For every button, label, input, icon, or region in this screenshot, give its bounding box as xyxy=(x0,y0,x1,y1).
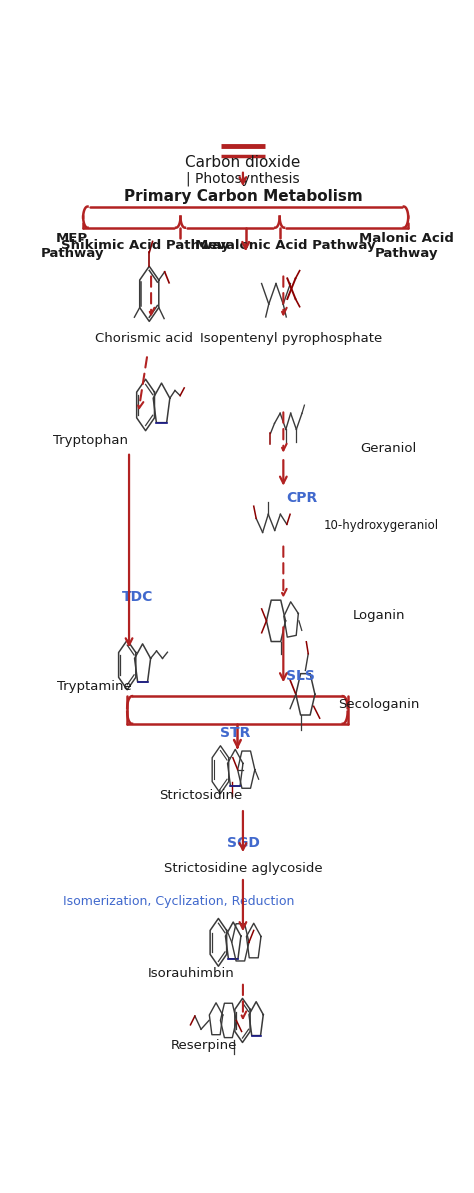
Text: SGD: SGD xyxy=(228,836,260,851)
Text: Carbon dioxide: Carbon dioxide xyxy=(185,155,301,171)
Text: Strictosidine aglycoside: Strictosidine aglycoside xyxy=(164,863,322,876)
Text: Malonic Acid
Pathway: Malonic Acid Pathway xyxy=(359,233,454,260)
Text: Chorismic acid: Chorismic acid xyxy=(95,333,193,345)
Text: Mevalonic Acid Pathway: Mevalonic Acid Pathway xyxy=(195,239,375,252)
Text: MEP
Pathway: MEP Pathway xyxy=(40,233,104,260)
Text: Geraniol: Geraniol xyxy=(360,441,417,455)
Text: Isopentenyl pyrophosphate: Isopentenyl pyrophosphate xyxy=(200,333,382,345)
Text: Shikimic Acid Pathway: Shikimic Acid Pathway xyxy=(62,239,230,252)
Text: Tryptamine: Tryptamine xyxy=(57,680,131,693)
Text: Tryptophan: Tryptophan xyxy=(53,434,128,447)
Text: CPR: CPR xyxy=(286,490,318,505)
Text: Reserpine: Reserpine xyxy=(171,1039,237,1052)
Text: | Photosynthesis: | Photosynthesis xyxy=(186,172,300,186)
Text: 10-hydroxygeraniol: 10-hydroxygeraniol xyxy=(324,519,439,532)
Text: Primary Carbon Metabolism: Primary Carbon Metabolism xyxy=(124,188,362,204)
Text: STR: STR xyxy=(220,725,251,740)
Text: Strictosidine: Strictosidine xyxy=(159,789,242,802)
Text: Secologanin: Secologanin xyxy=(338,698,420,711)
Text: Loganin: Loganin xyxy=(353,608,406,622)
Text: SLS: SLS xyxy=(286,669,315,682)
Text: Isomerization, Cyclization, Reduction: Isomerization, Cyclization, Reduction xyxy=(63,896,294,908)
Text: Isorauhimbin: Isorauhimbin xyxy=(148,968,235,981)
Text: TDC: TDC xyxy=(122,591,153,604)
